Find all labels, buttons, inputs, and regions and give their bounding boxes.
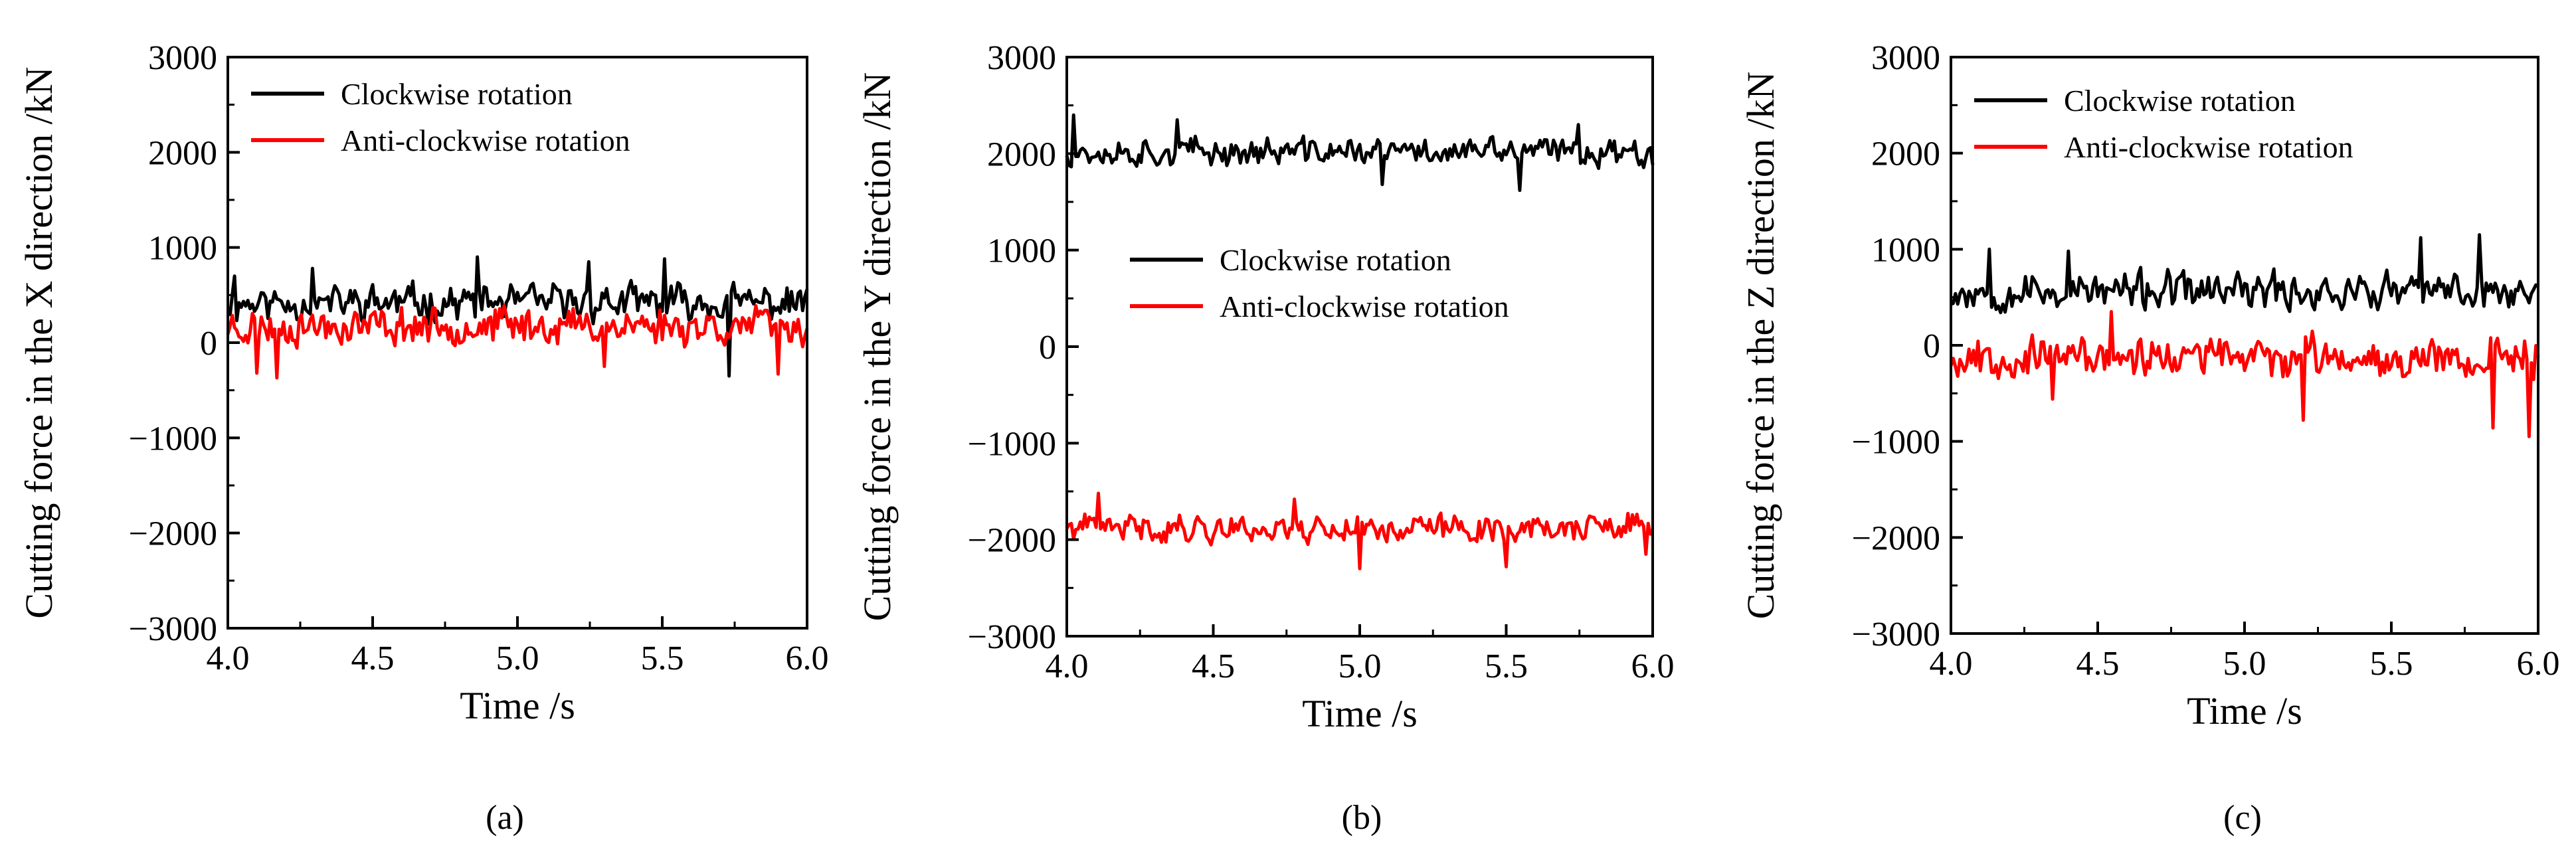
y-tick-label: 0	[200, 325, 217, 363]
legend-label-clockwise: Clockwise rotation	[2064, 84, 2296, 118]
y-tick-label: −3000	[1852, 616, 1940, 653]
x-tick-label: 4.0	[1930, 645, 1973, 683]
legend-label-anticlockwise: Anti-clockwise rotation	[341, 124, 630, 157]
legend-label-clockwise: Clockwise rotation	[341, 77, 573, 111]
y-tick-label: 1000	[1871, 231, 1940, 269]
series-line-clockwise	[1950, 233, 2539, 315]
series-line-anticlockwise	[226, 303, 809, 380]
legend-label-clockwise: Clockwise rotation	[1220, 243, 1451, 277]
y-tick-label: 2000	[148, 134, 217, 172]
y-tick-label: −3000	[129, 610, 217, 648]
y-tick-label: −2000	[1852, 519, 1940, 557]
panel-label: (a)	[486, 799, 524, 837]
y-axis-title: Cutting force in the Y direction /kN	[856, 72, 899, 622]
series-line-anticlockwise	[1949, 309, 2540, 438]
chart-panel-3: −3000 −2000 −1000 0 1000 2000 3000 4.0 4.5 5.0 5.5…	[1739, 39, 2560, 837]
x-tick-label: 5.5	[1485, 647, 1528, 685]
panel-label: (c)	[2223, 799, 2262, 837]
y-axis-title: Cutting force in the Z direction /kN	[1739, 72, 1782, 620]
x-tick-label: 4.5	[2076, 645, 2120, 683]
y-tick-label: 2000	[987, 135, 1056, 173]
legend-label-anticlockwise: Anti-clockwise rotation	[2064, 130, 2353, 164]
chart-panel-2: −3000 −2000 −1000 0 1000 2000 3000 4.0 4.5 5.0 5.5…	[856, 39, 1675, 837]
y-tick-label: 0	[1039, 329, 1056, 367]
y-tick-label: −2000	[968, 522, 1056, 560]
x-axis-title: Time /s	[1302, 692, 1418, 735]
x-tick-label: 5.5	[641, 639, 684, 677]
x-tick-label: 5.0	[2223, 645, 2266, 683]
x-tick-label: 4.0	[207, 639, 250, 677]
y-tick-label: 1000	[987, 232, 1056, 270]
y-axis-title: Cutting force in the X direction /kN	[17, 66, 60, 618]
panel-label: (b)	[1342, 799, 1382, 837]
x-tick-label: 5.5	[2370, 645, 2413, 683]
y-tick-label: −2000	[129, 515, 217, 553]
y-tick-label: −1000	[968, 425, 1056, 463]
y-tick-label: −3000	[968, 618, 1056, 656]
y-tick-label: 1000	[148, 230, 217, 268]
x-tick-label: 4.0	[1046, 647, 1089, 685]
y-tick-label: 2000	[1871, 135, 1940, 173]
series-line-clockwise	[227, 255, 809, 378]
x-tick-label: 4.5	[1192, 647, 1235, 685]
series-line-anticlockwise	[1065, 491, 1654, 570]
x-axis-title: Time /s	[2187, 689, 2302, 732]
x-tick-label: 6.0	[786, 639, 829, 677]
chart-panel-1: −3000 −2000 −1000 0 1000 2000 3000 4.0 4.5 5.0 5.5…	[17, 39, 829, 837]
x-tick-label: 6.0	[2517, 645, 2560, 683]
y-tick-label: 0	[1923, 327, 1940, 365]
y-tick-label: 3000	[148, 39, 217, 77]
legend-label-anticlockwise: Anti-clockwise rotation	[1220, 290, 1509, 323]
x-tick-label: 4.5	[351, 639, 395, 677]
y-tick-label: −1000	[129, 420, 217, 458]
series-line-clockwise	[1065, 113, 1655, 193]
x-tick-label: 5.0	[1338, 647, 1382, 685]
x-axis-title: Time /s	[460, 684, 575, 727]
y-tick-label: 3000	[987, 39, 1056, 77]
x-tick-label: 5.0	[496, 639, 539, 677]
y-tick-label: 3000	[1871, 39, 1940, 77]
x-tick-label: 6.0	[1631, 647, 1675, 685]
y-tick-label: −1000	[1852, 424, 1940, 462]
